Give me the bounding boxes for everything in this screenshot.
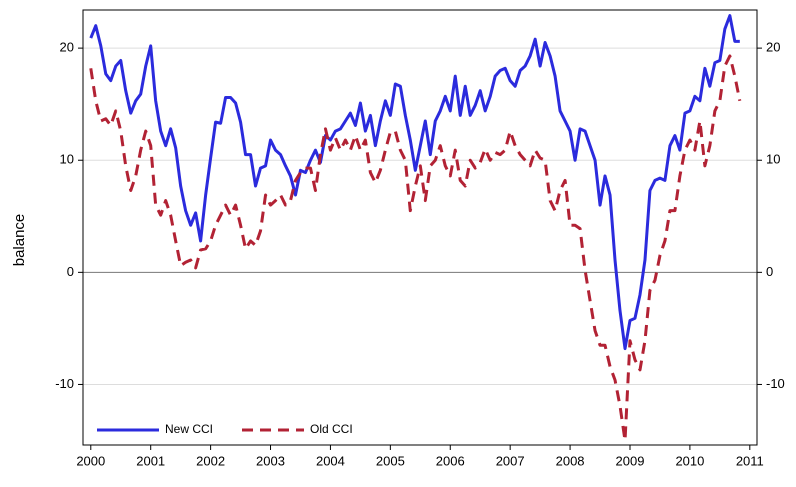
y-tick-label: 20 [60, 40, 74, 55]
x-tick-label: 2010 [675, 453, 704, 468]
y2-tick-label: 0 [766, 264, 773, 279]
plot-frame [82, 9, 758, 446]
x-tick-label: 2005 [376, 453, 405, 468]
x-tick-label: 2004 [316, 453, 345, 468]
x-tick-label: 2007 [496, 453, 525, 468]
x-tick-label: 2006 [436, 453, 465, 468]
x-tick-label: 2000 [76, 453, 105, 468]
series-line [89, 14, 740, 351]
legend-label: New CCI [165, 422, 213, 436]
y2-tick-label: 10 [766, 152, 780, 167]
x-tick-label: 2003 [256, 453, 285, 468]
y-axis-label: balance [11, 214, 28, 267]
x-tick-label: 2002 [196, 453, 225, 468]
y2-tick-label: -10 [766, 376, 785, 391]
y2-tick-label: 20 [766, 40, 780, 55]
y-tick-label: -10 [55, 376, 74, 391]
series-line [89, 54, 742, 443]
y-tick-label: 0 [67, 264, 74, 279]
x-tick-label: 2009 [616, 453, 645, 468]
x-tick-label: 2008 [556, 453, 585, 468]
x-tick-label: 2011 [736, 453, 764, 468]
legend-label: Old CCI [310, 422, 353, 436]
x-tick-label: 2001 [136, 453, 165, 468]
y-tick-label: 10 [60, 152, 74, 167]
